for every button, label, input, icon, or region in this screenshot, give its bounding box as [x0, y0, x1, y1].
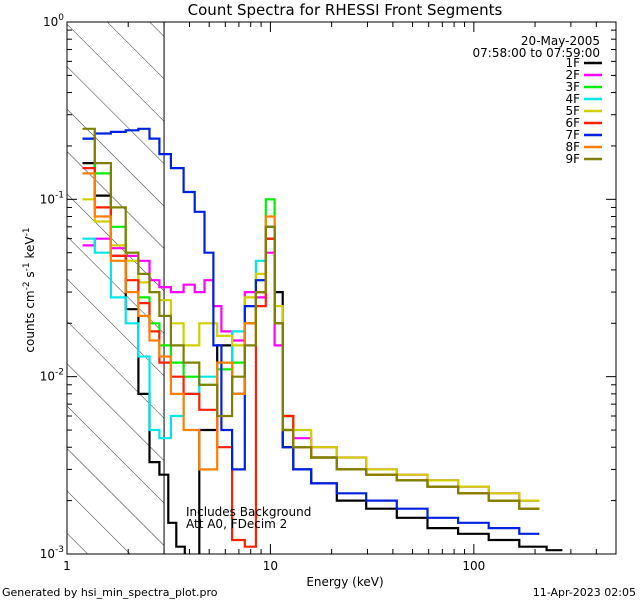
plot-frame — [66, 21, 617, 555]
legend-label-3f: 3F — [565, 80, 580, 94]
legend-label-7f: 7F — [565, 128, 580, 142]
x-axis-label: Energy (keV) — [306, 575, 383, 589]
footer-generated-by: Generated by hsi_min_spectra_plot.pro — [2, 586, 218, 599]
hatched-region — [67, 22, 165, 554]
annotation-background: Includes Background — [186, 505, 311, 519]
annotation-attenuator: Att A0, FDecim 2 — [186, 517, 287, 531]
y-axis-label: counts cm-2 s-1 keV-1 — [22, 227, 37, 352]
legend-label-4f: 4F — [565, 92, 580, 106]
legend-label-5f: 5F — [565, 104, 580, 118]
chart-title: Count Spectra for RHESSI Front Segments — [188, 1, 503, 19]
legend-label-8f: 8F — [565, 140, 580, 154]
legend-label-6f: 6F — [565, 116, 580, 130]
y-tick-label: 10-2 — [40, 368, 64, 384]
y-tick-label: 100 — [43, 13, 64, 29]
legend-label-9f: 9F — [565, 152, 580, 166]
y-tick-label: 10-1 — [40, 190, 64, 206]
x-tick-label: 100 — [462, 559, 485, 573]
hatch-fill — [67, 22, 165, 554]
x-tick-label: 10 — [263, 559, 278, 573]
x-tick-label: 1 — [63, 559, 71, 573]
footer-timestamp: 11-Apr-2023 02:05 — [533, 586, 636, 599]
time-range-label: 07:58:00 to 07:59:00 — [473, 46, 600, 60]
y-tick-label: 10-3 — [40, 545, 64, 561]
legend-label-1f: 1F — [565, 56, 580, 70]
series-line-9f — [82, 127, 540, 510]
legend-label-2f: 2F — [565, 68, 580, 82]
date-label: 20-May-2005 — [521, 34, 600, 48]
